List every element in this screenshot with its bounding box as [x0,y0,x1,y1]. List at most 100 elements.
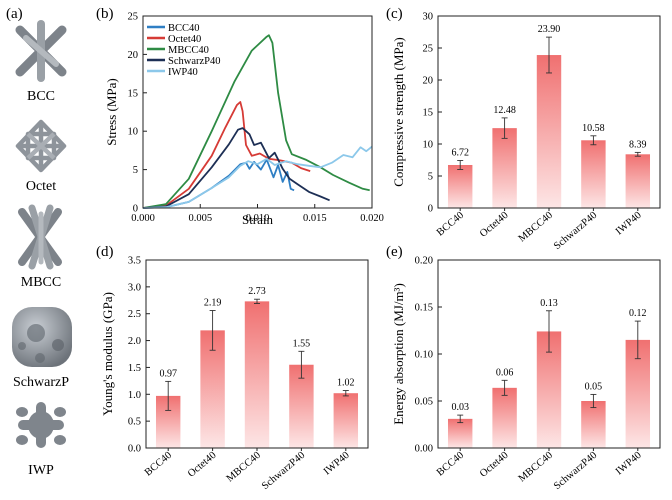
data-label: 8.39 [629,139,647,150]
category-label: SchwarzP40 [260,450,307,492]
youngs-modulus-chart: 0.97 BCC40 2.19 Octet40 2.73 MBCC40 1.55 Schwar… [100,256,369,492]
y-axis-label: Compressive strength (MPa) [391,37,406,186]
data-label: 1.55 [293,338,311,349]
legend-label-octet40: Octet40 [168,34,201,45]
bar-octet40 [492,128,517,208]
panel-label-e: (e) [386,244,403,260]
y-tick-label: 0 [133,204,138,215]
x-tick-label: 0.005 [188,213,212,224]
panel-label-a: (a) [6,6,23,22]
data-label: 6.72 [451,148,469,159]
data-label: 0.13 [540,298,558,309]
y-tick-label: 5 [428,172,433,183]
legend-label-iwp40: IWP40 [168,67,198,78]
y-tick-label: 1.5 [128,363,141,374]
y-tick-label: 0.20 [415,256,433,267]
data-label: 1.02 [337,378,355,389]
y-tick-label: 0.00 [415,444,433,455]
category-label: Octet40 [478,450,511,480]
y-tick-label: 2.0 [128,336,141,347]
panel-label-b: (b) [96,6,114,22]
structure-label-schwarzp: SchwarzP [13,375,69,390]
y-tick-label: 1.0 [128,390,141,401]
legend-label-schwarzp40: SchwarzP40 [168,56,221,67]
y-tick-label: 0.5 [128,417,141,428]
category-label: MBCC40 [517,450,555,485]
x-tick-label: 0.000 [131,213,155,224]
category-label: IWP40 [614,450,644,478]
bar-schwarzp40 [581,140,606,208]
mbcc-lattice-icon [18,204,62,270]
category-label: MBCC40 [225,450,263,485]
category-label: BCC40 [435,210,466,239]
y-tick-label: 0.05 [415,397,433,408]
y-tick-label: 5 [133,165,138,176]
iwp-surface-icon [16,402,66,448]
bar-octet40 [492,387,517,448]
bar-schwarzp40 [581,401,606,448]
y-tick-label: 20 [423,76,434,87]
compressive-strength-chart: 6.72 BCC40 12.48 Octet40 23.90 MBCC40 10.58 Sch… [391,12,661,252]
bar-mbcc40 [244,301,270,448]
legend-label-bcc40: BCC40 [168,23,200,34]
bar-iwp40 [625,154,651,208]
series-line-mbcc40 [142,34,370,209]
y-tick-label: 25 [128,12,139,23]
octet-lattice-icon [15,119,67,173]
structure-label-iwp: IWP [28,463,54,478]
y-tick-label: 15 [423,108,434,119]
y-tick-label: 15 [128,88,139,99]
data-label: 0.06 [496,367,514,378]
bar-iwp40 [333,393,359,448]
y-tick-label: 10 [423,140,434,151]
data-label: 10.58 [582,123,605,134]
y-tick-label: 0.0 [128,444,141,455]
data-label: 12.48 [493,105,516,116]
category-label: Octet40 [186,450,219,480]
energy-absorption-chart: 0.03 BCC40 0.06 Octet40 0.13 MBCC40 0.05 Schwar… [391,256,661,492]
x-tick-label: 0.020 [360,213,384,224]
category-label: BCC40 [143,450,174,479]
category-label: IWP40 [614,210,644,238]
x-tick-label: 0.015 [303,213,327,224]
y-tick-label: 20 [128,50,139,61]
structure-label-bcc: BCC [27,89,55,104]
category-label: SchwarzP40 [552,450,599,492]
y-axis-label: Young's modulus (GPa) [100,292,115,416]
panel-label-d: (d) [96,244,114,260]
series-line-schwarzp40 [142,127,330,209]
y-tick-label: 0.15 [415,303,433,314]
stress-strain-chart: 0.000 0.005 0.010 0.015 0.020 0 5 10 15 20 25 Strai… [104,12,384,228]
data-label: 0.03 [451,402,469,413]
plot-frame-d [145,259,369,449]
data-label: 2.73 [248,286,266,297]
bar-bcc40 [447,418,473,448]
y-axis-label: Stress (MPa) [104,78,119,146]
category-label: Octet40 [478,210,511,240]
y-tick-label: 10 [128,127,139,138]
bcc-lattice-icon [15,20,67,82]
category-label: SchwarzP40 [552,210,599,252]
category-label: MBCC40 [517,210,555,245]
data-label: 0.12 [629,308,647,319]
legend-label-mbcc40: MBCC40 [168,45,209,56]
y-tick-label: 0.10 [415,350,433,361]
y-tick-label: 25 [423,44,434,55]
bar-bcc40 [447,164,473,208]
data-label: 2.19 [204,297,222,308]
schwarzp-surface-icon [12,307,72,367]
panel-a-structures: BCC Octet MBCC SchwarzP [12,20,72,478]
data-label: 0.97 [159,368,177,379]
y-axis-label: Energy absorption (MJ/m³) [391,283,406,425]
y-tick-label: 2.5 [128,309,141,320]
y-tick-label: 3.0 [128,282,141,293]
y-tick-label: 3.5 [128,256,141,267]
data-label: 23.90 [538,24,561,35]
y-tick-label: 30 [423,12,434,23]
data-label: 0.05 [585,381,603,392]
category-label: BCC40 [435,450,466,479]
series-line-octet40 [142,101,311,209]
y-tick-label: 0 [428,204,433,215]
series-line-iwp40 [142,145,373,209]
structure-label-mbcc: MBCC [21,275,61,290]
